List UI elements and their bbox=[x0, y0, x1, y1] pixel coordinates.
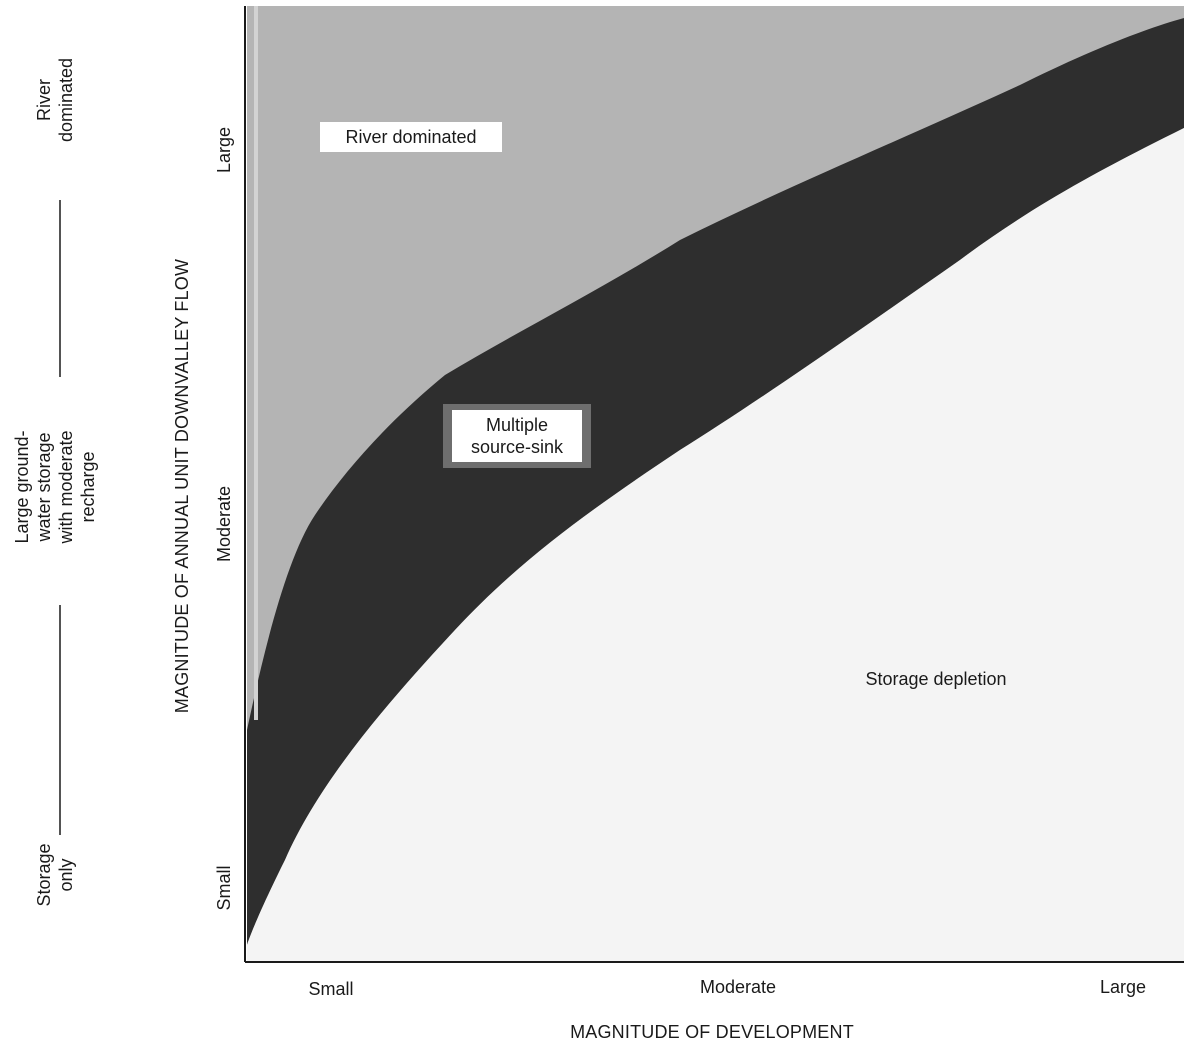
multiple-source-sink-region bbox=[247, 18, 1184, 945]
multiple-source-sink-line-1: Multiple bbox=[486, 415, 548, 435]
multiple-source-sink-label: Multiple source-sink bbox=[443, 404, 591, 468]
y-axis-title: MAGNITUDE OF ANNUAL UNIT DOWNVALLEY FLOW bbox=[172, 259, 192, 713]
multiple-source-sink-label-box bbox=[452, 410, 582, 462]
axes bbox=[244, 6, 1184, 963]
plot-area bbox=[247, 6, 1184, 962]
multiple-source-sink-line-2: source-sink bbox=[471, 437, 564, 457]
side-river-line-2: dominated bbox=[56, 58, 76, 142]
side-storage-line-1: Storage bbox=[34, 843, 54, 906]
region-labels: River dominated Multiple source-sink Sto… bbox=[320, 122, 1007, 689]
x-axis-labels: Small Moderate Large MAGNITUDE OF DEVELO… bbox=[308, 977, 1146, 1042]
x-axis-title: MAGNITUDE OF DEVELOPMENT bbox=[570, 1022, 854, 1042]
y-tick-small: Small bbox=[214, 865, 234, 910]
river-dominated-text: River dominated bbox=[345, 127, 476, 147]
storage-depletion-region bbox=[247, 128, 1184, 962]
side-middle-line-2: water storage bbox=[34, 432, 54, 542]
y-tick-moderate: Moderate bbox=[214, 486, 234, 562]
river-dominated-label-box bbox=[320, 122, 502, 152]
y-axis-labels: Small Moderate Large MAGNITUDE OF ANNUAL… bbox=[172, 127, 234, 911]
side-storage-line-2: only bbox=[56, 858, 76, 891]
y-tick-large: Large bbox=[214, 127, 234, 173]
side-river-line-1: River bbox=[34, 79, 54, 121]
storage-depletion-label: Storage depletion bbox=[865, 669, 1006, 689]
side-middle-line-3: with moderate bbox=[56, 430, 76, 544]
river-dominated-label: River dominated bbox=[320, 122, 502, 152]
side-scale: River dominated Large ground- water stor… bbox=[12, 58, 98, 907]
x-tick-moderate: Moderate bbox=[700, 977, 776, 997]
side-middle-line-1: Large ground- bbox=[12, 430, 32, 543]
x-tick-small: Small bbox=[308, 979, 353, 999]
x-tick-large: Large bbox=[1100, 977, 1146, 997]
side-middle-line-4: recharge bbox=[78, 451, 98, 522]
storage-depletion-text: Storage depletion bbox=[865, 669, 1006, 689]
